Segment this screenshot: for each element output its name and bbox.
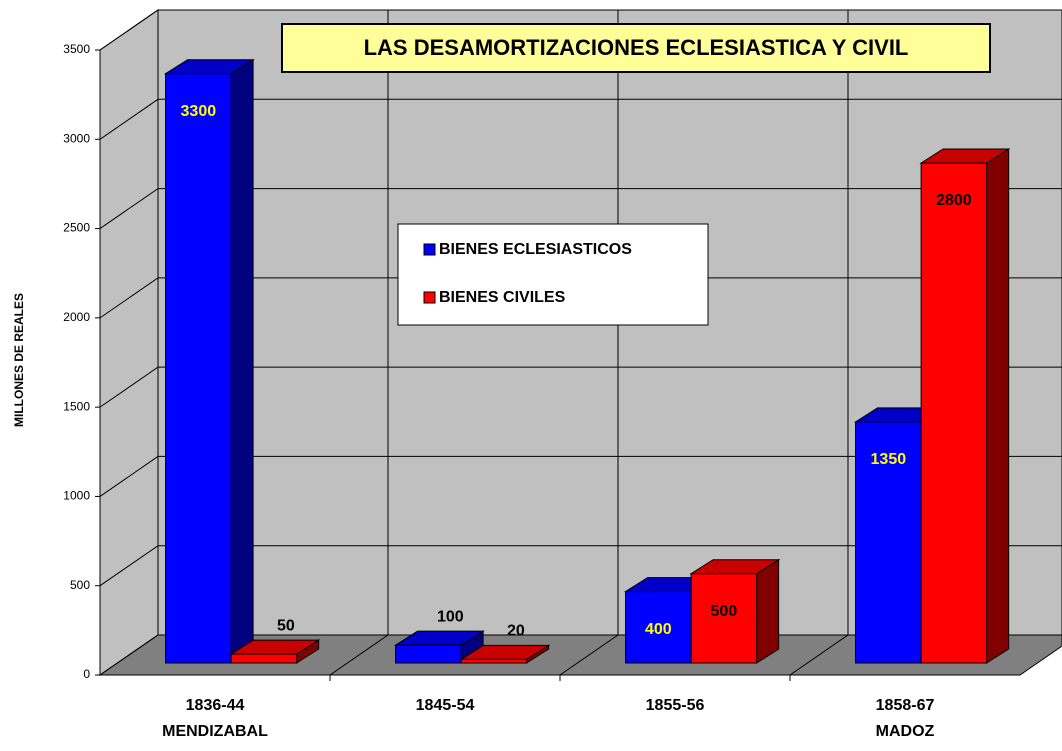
title-box <box>281 23 991 73</box>
grid-line <box>99 277 1062 319</box>
chart-title: LAS DESAMORTIZACIONES ECLESIASTICA Y CIV… <box>364 35 909 60</box>
value-label: 50 <box>277 617 295 634</box>
value-label: 100 <box>437 608 464 625</box>
x-tick-label: 1836-44 <box>186 697 245 714</box>
y-tick-label: 2000 <box>63 310 90 324</box>
bar <box>625 591 692 664</box>
grid-line <box>99 455 1062 497</box>
grid-line <box>99 9 1062 51</box>
floor-line <box>329 10 389 676</box>
bar <box>230 653 298 664</box>
left-wall <box>99 9 159 676</box>
bar-side <box>986 148 1010 664</box>
x-tick-label: 1855-56 <box>646 697 705 714</box>
grid-line <box>99 545 1062 587</box>
legend-label: BIENES ECLESIASTICOS <box>439 241 632 258</box>
value-label: 3300 <box>181 103 217 120</box>
value-label: 20 <box>507 623 525 640</box>
legend <box>397 223 709 326</box>
legend-label: BIENES CIVILES <box>439 289 566 306</box>
value-label: 2800 <box>936 192 972 209</box>
value-label: 400 <box>645 621 672 638</box>
grid-line <box>99 366 1062 408</box>
bar <box>920 162 988 664</box>
y-tick-label: 1500 <box>63 399 90 413</box>
bar <box>165 73 232 664</box>
y-tick-label: 3000 <box>63 131 90 145</box>
value-label: 500 <box>711 603 738 620</box>
value-label: 1350 <box>871 451 907 468</box>
bar <box>855 421 922 664</box>
x-tick-label: 1858-67 <box>876 697 935 714</box>
grid-line <box>99 188 1062 229</box>
y-tick-label: 500 <box>70 578 90 592</box>
bar <box>460 658 528 664</box>
x-tick-label: MADOZ <box>876 723 935 740</box>
x-tick-label: MENDIZABAL <box>162 723 268 740</box>
floor-line <box>789 10 849 676</box>
bars: 3300 100 400 1350 50 20 500 2800 <box>163 58 1011 664</box>
bar <box>395 644 462 664</box>
x-tick-label: 1845-54 <box>416 697 475 714</box>
legend-swatch <box>423 243 436 256</box>
bar-side <box>756 558 780 664</box>
floor-line <box>559 10 619 676</box>
bar <box>690 573 758 664</box>
y-tick-label: 0 <box>83 667 90 681</box>
grid-line <box>99 98 1062 140</box>
legend-swatch <box>423 291 436 304</box>
y-tick-label: 2500 <box>63 221 90 235</box>
y-tick-label: 1000 <box>63 489 90 503</box>
y-axis-label: MILLONES DE REALES <box>12 293 26 427</box>
bar-side <box>230 58 254 664</box>
y-tick-label: 3500 <box>63 42 90 56</box>
